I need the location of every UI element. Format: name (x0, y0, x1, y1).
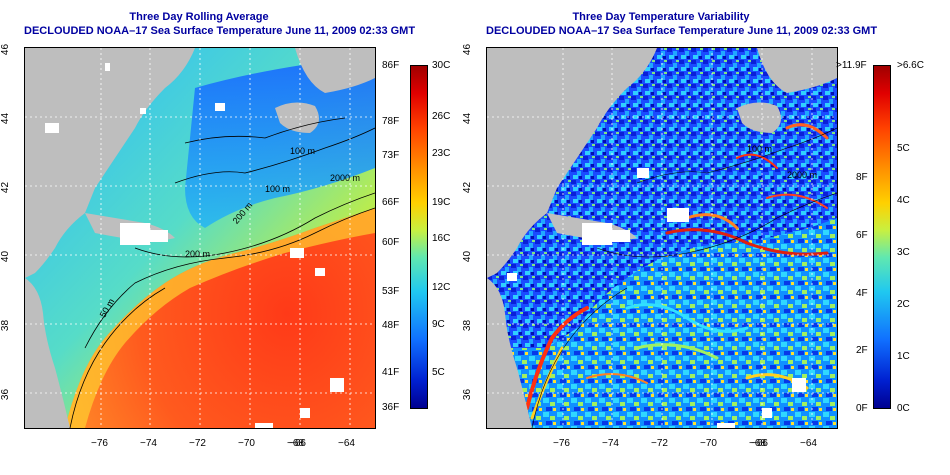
left-y-tick: 36 (0, 388, 12, 401)
right-variability-map: 2000 m 100 m (486, 47, 838, 429)
right-x-tick: −66 (751, 438, 768, 449)
right-cbar-c-label: 1C (897, 351, 910, 362)
right-cbar-c-label: 5C (897, 143, 910, 154)
left-cbar-f-label: 73F (382, 150, 400, 161)
left-cbar-f-label: 53F (382, 286, 400, 297)
right-cbar-f-label: >11.9F (836, 60, 867, 71)
left-sst-map: 100 m 100 m 2000 m 200 m 200 m 50 m (24, 47, 376, 429)
left-cbar-c-label: 26C (432, 111, 451, 122)
left-y-tick: 40 (0, 250, 12, 263)
left-cbar-c-label: 16C (432, 233, 451, 244)
right-grid (487, 48, 837, 428)
left-cbar-f-label: 66F (382, 197, 400, 208)
right-variability-streaks (525, 123, 829, 420)
left-contours (69, 117, 375, 428)
left-x-tick: −66 (289, 438, 306, 449)
left-colorbar (410, 65, 428, 409)
left-cbar-c-label: 19C (432, 197, 451, 208)
left-y-tick: 44 (0, 112, 12, 125)
left-cbar-c-label: 23C (432, 148, 451, 159)
left-cbar-f-label: 86F (382, 60, 400, 71)
right-cbar-f-label: 2F (856, 345, 868, 356)
left-subtitle: DECLOUDED NOAA–17 Sea Surface Temperatur… (24, 25, 416, 37)
left-x-tick: −68 (287, 438, 304, 449)
right-contours (531, 127, 837, 428)
right-cbar-c-label: 3C (897, 247, 910, 258)
right-y-tick: 46 (462, 43, 474, 56)
right-cbar-c-label: 4C (897, 195, 910, 206)
left-cbar-c-label: 9C (432, 319, 445, 330)
left-cbar-c-label: 5C (432, 367, 445, 378)
right-y-tick: 36 (462, 388, 474, 401)
left-cbar-f-label: 60F (382, 237, 400, 248)
right-cbar-c-label: >6.6C (897, 60, 924, 71)
left-cbar-f-label: 78F (382, 116, 400, 127)
right-x-tick: −74 (602, 438, 619, 449)
left-cbar-f-label: 36F (382, 402, 400, 413)
right-title: Three Day Temperature Variability (572, 11, 750, 23)
left-cbar-f-label: 48F (382, 320, 400, 331)
right-x-tick: −64 (800, 438, 817, 449)
contour-label: 100 m (265, 184, 291, 194)
left-cbar-f-label: 41F (382, 367, 400, 378)
right-cbar-f-label: 0F (856, 403, 868, 414)
right-cbar-f-label: 6F (856, 230, 868, 241)
right-cbar-f-label: 8F (856, 172, 868, 183)
right-map-svg (487, 48, 837, 428)
right-x-tick: −76 (553, 438, 570, 449)
right-y-tick: 42 (462, 181, 474, 194)
left-y-tick: 38 (0, 319, 12, 332)
contour-label: 100 m (290, 146, 316, 156)
left-cbar-c-label: 30C (432, 60, 451, 71)
left-y-tick: 42 (0, 181, 12, 194)
left-x-tick: −70 (238, 438, 255, 449)
right-colorbar (873, 65, 891, 409)
left-cloud-patches (45, 63, 344, 428)
contour-label: 100 m (747, 144, 773, 154)
right-x-tick: −72 (651, 438, 668, 449)
right-x-tick: −70 (700, 438, 717, 449)
right-cbar-c-label: 0C (897, 403, 910, 414)
right-cbar-f-label: 4F (856, 288, 868, 299)
contour-label: 2000 m (330, 173, 361, 183)
left-x-tick: −74 (140, 438, 157, 449)
left-grid (25, 48, 375, 428)
right-subtitle: DECLOUDED NOAA–17 Sea Surface Temperatur… (486, 25, 878, 37)
contour-label: 2000 m (787, 170, 818, 180)
right-y-tick: 44 (462, 112, 474, 125)
left-x-tick: −64 (338, 438, 355, 449)
left-cbar-c-label: 12C (432, 282, 451, 293)
left-y-tick: 46 (0, 43, 12, 56)
contour-label: 200 m (185, 249, 211, 259)
left-map-svg (25, 48, 375, 428)
left-x-tick: −76 (91, 438, 108, 449)
right-cloud-patches (507, 168, 806, 428)
right-y-tick: 38 (462, 319, 474, 332)
left-x-tick: −72 (189, 438, 206, 449)
right-y-tick: 40 (462, 250, 474, 263)
right-cbar-c-label: 2C (897, 299, 910, 310)
left-title: Three Day Rolling Average (129, 11, 269, 23)
right-x-tick: −68 (749, 438, 766, 449)
